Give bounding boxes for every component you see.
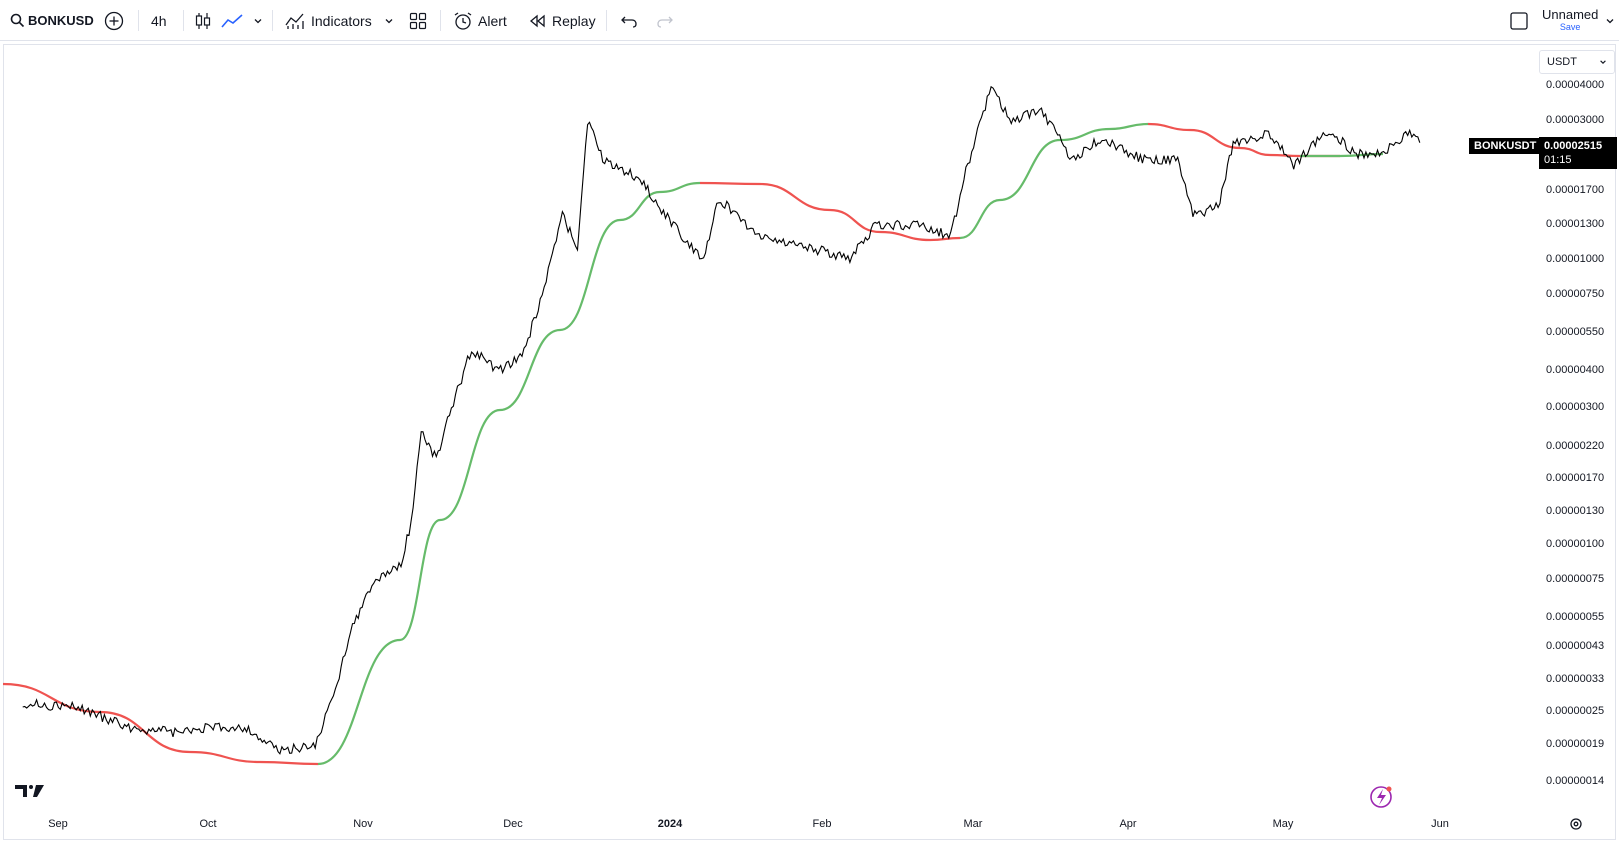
bar-style-candles[interactable] [195, 0, 211, 41]
moving-average-down-segment [699, 181, 961, 242]
bar-countdown: 01:15 [1544, 154, 1572, 166]
price-tick-label: 0.00000220 [1546, 440, 1605, 452]
price-tick-label: 0.00001000 [1546, 253, 1605, 265]
alert-button[interactable]: Alert [453, 0, 507, 41]
chevron-down-icon [385, 18, 393, 23]
indicators-button[interactable]: Indicators [285, 0, 372, 41]
indicators-icon [285, 13, 304, 29]
price-tick-label: 0.00000100 [1546, 538, 1605, 550]
price-tick-label: 0.00000130 [1546, 505, 1605, 517]
price-tick-label: 0.00001700 [1546, 184, 1605, 196]
currency-label: USDT [1547, 56, 1577, 68]
add-circle-icon [104, 11, 124, 30]
symbol-tag: BONKUSDT [1469, 138, 1542, 154]
alert-label: Alert [478, 12, 507, 29]
price-tick-label: 0.00000033 [1546, 673, 1605, 685]
price-tick-label: 0.00000043 [1546, 640, 1605, 652]
alarm-clock-icon [454, 11, 472, 30]
price-tick-label: 0.00003000 [1546, 114, 1605, 126]
currency-select[interactable]: USDT [1539, 50, 1615, 74]
time-tick-label: Jun [1431, 818, 1449, 830]
tradingview-logo [15, 785, 44, 797]
symbol-search[interactable]: BONKUSD [10, 0, 94, 41]
symbol-name: BONKUSD [28, 13, 94, 28]
replay-button[interactable]: Replay [529, 0, 596, 41]
replay-label: Replay [552, 12, 596, 29]
price-series-line [22, 85, 1421, 755]
time-tick-label: Feb [812, 818, 832, 830]
price-tick-label: 0.00000055 [1546, 611, 1605, 623]
price-tick-label: 0.00000019 [1546, 738, 1605, 750]
price-tick-label: 0.00000170 [1546, 472, 1605, 484]
layout-grid-icon [409, 12, 427, 29]
indicators-dropdown[interactable] [384, 0, 394, 41]
toolbar-divider [440, 10, 441, 31]
price-tick-label: 0.00004000 [1546, 79, 1605, 91]
moving-average-down-segment [1147, 122, 1340, 158]
interval-label: 4h [151, 12, 167, 29]
time-tick-label: Sep [48, 818, 68, 830]
line-chart-icon [221, 13, 243, 28]
price-tick-label: 0.00000550 [1546, 326, 1605, 338]
price-tick-label: 0.00000014 [1546, 775, 1605, 787]
candles-icon [195, 12, 211, 29]
moving-average-up-segment [1299, 152, 1384, 158]
price-tick-label: 0.00000400 [1546, 364, 1605, 376]
bar-style-dropdown[interactable] [253, 0, 263, 41]
toolbar-divider [272, 10, 273, 31]
last-price-value: 0.00002515 [1544, 140, 1603, 152]
time-tick-label: Nov [353, 818, 373, 830]
time-tick-label: May [1272, 818, 1294, 830]
top-toolbar: BONKUSD 4h [0, 0, 1619, 41]
indicators-label: Indicators [311, 12, 372, 29]
undo-icon [621, 16, 637, 28]
lightning-icon[interactable] [1370, 786, 1392, 808]
time-tick-label: Mar [963, 818, 983, 830]
fullscreen-toggle[interactable] [1509, 0, 1529, 41]
price-tick-label: 0.00001300 [1546, 218, 1605, 230]
layout-name-button[interactable]: Unnamed Save [1542, 0, 1598, 41]
price-tick-label: 0.00000025 [1546, 705, 1605, 717]
time-tick-label: Apr [1119, 818, 1137, 830]
moving-average-up-segment [959, 122, 1149, 240]
chevron-down-icon [1606, 18, 1614, 23]
price-tick-label: 0.00000075 [1546, 573, 1605, 585]
bar-style-line[interactable] [221, 0, 243, 41]
time-tick-label: 2024 [657, 818, 683, 830]
price-tick-label: 0.00000750 [1546, 288, 1605, 300]
layout-menu-dropdown[interactable] [1605, 0, 1615, 41]
toolbar-divider [138, 10, 139, 31]
chevron-down-icon [254, 18, 262, 23]
price-tick-label: 0.00000300 [1546, 401, 1605, 413]
compare-button[interactable] [104, 0, 124, 41]
chevron-down-icon [1600, 60, 1606, 64]
moving-average-down-segment [2, 682, 319, 766]
last-price-badge: 0.00002515 01:15 [1539, 137, 1617, 169]
rewind-icon [529, 14, 545, 27]
settings-gear-icon[interactable] [1570, 818, 1582, 830]
time-tick-label: Dec [503, 818, 523, 830]
redo-icon [657, 16, 673, 28]
time-tick-label: Oct [199, 818, 217, 830]
moving-average-up-segment [317, 181, 701, 766]
toolbar-divider [606, 10, 607, 31]
layout-name: Unnamed [1542, 6, 1599, 22]
chart-pane[interactable] [3, 44, 1616, 840]
layouts-button[interactable] [409, 0, 427, 41]
interval-button[interactable]: 4h [151, 0, 167, 41]
save-label: Save [1559, 21, 1581, 32]
redo-button[interactable] [656, 0, 674, 41]
undo-button[interactable] [620, 0, 638, 41]
search-icon [10, 13, 25, 28]
square-icon [1510, 11, 1528, 30]
toolbar-divider [183, 10, 184, 31]
